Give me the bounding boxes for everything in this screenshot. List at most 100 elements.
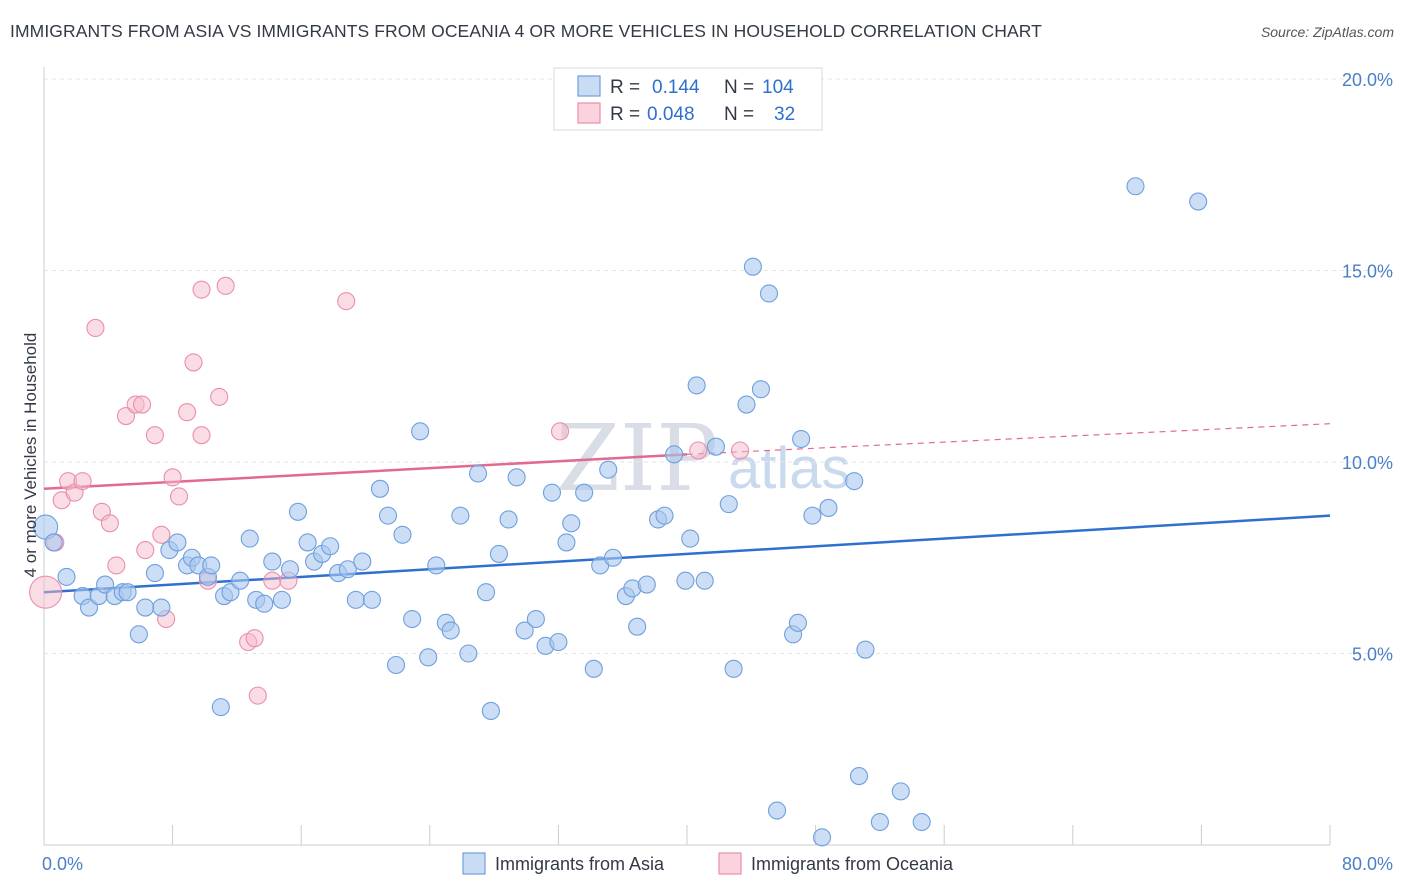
oceania-point-32 [689,441,708,460]
x-tick-labels: 0.0% 80.0% [42,854,1393,874]
chart-source: Source: ZipAtlas.com [1260,24,1394,40]
oceania-swatch [577,102,601,124]
oceania-point-21 [192,426,211,445]
asia-point-59 [515,621,534,640]
asia-point-85 [737,395,756,414]
oceania-point-0 [29,575,63,609]
oceania-point-8 [100,514,119,533]
oceania-point-23 [210,387,229,406]
asia-point-67 [584,659,603,678]
asia-point-37 [338,560,357,579]
oceania-point-24 [216,276,235,295]
oceania-point-31 [550,422,570,441]
asia-point-38 [346,590,365,609]
asia-point-31 [288,502,308,521]
asia-point-96 [845,472,864,491]
asia-point-24 [231,571,250,590]
asia-point-66 [575,483,594,502]
asia-point-12 [145,564,164,583]
x-tick-label-1: 80.0% [1342,854,1393,874]
oceania-r-value: 0.048 [647,104,695,125]
y-tick-labels: 5.0% 10.0% 15.0% 20.0% [1342,70,1393,665]
x-tick-label-0: 0.0% [42,854,83,874]
grid [44,78,1392,654]
asia-point-15 [168,533,187,552]
series-legend: Immigrants from Asia Immigrants from Oce… [462,852,954,875]
asia-point-97 [849,767,869,786]
asia-point-44 [393,525,412,544]
asia-point-13 [152,598,171,617]
asia-point-21 [211,698,230,717]
asia-point-77 [665,445,684,464]
asia-point-25 [240,529,259,548]
asia-point-51 [451,506,470,525]
oceania-point-5 [73,472,92,491]
oceania-point-6 [86,318,105,338]
y-tick-label-2: 15.0% [1342,262,1393,282]
asia-n-value: 104 [762,77,794,98]
asia-point-79 [681,529,700,548]
asia-point-87 [751,380,770,399]
oceania-point-26 [245,629,264,648]
asia-point-98 [856,640,875,659]
series-asia-points [33,177,1208,847]
asia-trend-line [43,514,1331,594]
asia-point-11 [136,598,155,617]
legend-asia-swatch [462,852,486,875]
asia-point-54 [477,583,496,602]
asia-point-102 [1126,177,1145,196]
asia-point-78 [676,571,695,590]
asia-point-84 [724,659,743,678]
asia-point-35 [321,537,340,556]
asia-point-41 [370,479,390,498]
asia-point-48 [427,556,446,575]
asia-point-2 [57,567,76,586]
legend-oceania-swatch [718,852,742,875]
y-tick-label-3: 20.0% [1342,70,1393,90]
oceania-n-label: N = [724,104,754,125]
asia-point-101 [912,812,931,832]
asia-point-103 [1189,192,1208,211]
asia-point-47 [419,648,438,667]
oceania-n-value: 32 [774,104,795,125]
asia-point-74 [637,575,656,594]
asia-point-69 [599,460,618,479]
asia-point-56 [489,544,508,563]
trend-lines [43,423,1331,594]
asia-point-50 [441,621,460,640]
asia-point-1 [44,533,63,552]
asia-point-42 [378,506,398,525]
asia-point-39 [353,552,372,571]
oceania-point-14 [145,426,164,445]
oceania-point-19 [178,403,197,422]
asia-point-58 [507,468,526,487]
asia-point-40 [362,590,381,609]
oceania-point-18 [169,487,189,506]
oceania-point-9 [107,556,126,575]
watermark-atlas: atlas [728,436,851,501]
asia-point-32 [298,533,317,552]
asia-point-62 [542,483,562,502]
oceania-point-12 [133,395,152,414]
y-axis-title: 4 or more Vehicles in Household [21,333,40,578]
chart-title: IMMIGRANTS FROM ASIA VS IMMIGRANTS FROM … [10,21,1042,41]
asia-point-60 [526,609,545,629]
asia-point-57 [499,510,518,529]
asia-point-20 [202,556,221,575]
asia-point-80 [687,376,706,395]
asia-point-9 [118,583,137,602]
asia-point-95 [819,498,838,518]
legend-oceania-label: Immigrants from Oceania [751,854,954,874]
oceania-point-30 [337,292,356,311]
asia-point-70 [604,548,623,567]
asia-point-99 [870,812,889,832]
y-tick-label-1: 10.0% [1342,453,1393,473]
stats-legend: R = 0.144 N = 104 R = 0.048 N = 32 [553,67,823,131]
oceania-point-13 [136,541,155,560]
oceania-point-28 [263,571,282,590]
asia-point-88 [759,284,779,303]
asia-point-53 [468,464,488,483]
oceania-point-33 [730,441,750,460]
asia-point-76 [655,506,674,525]
